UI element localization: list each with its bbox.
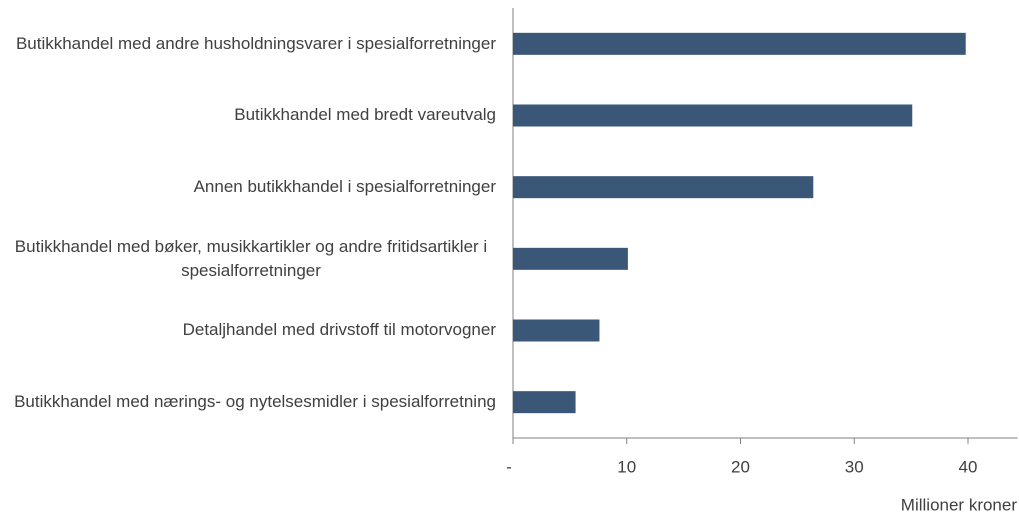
x-tick-label: 10 bbox=[617, 457, 636, 476]
bar bbox=[513, 104, 913, 127]
bar bbox=[513, 176, 814, 199]
y-tick-label-box: Annen butikkhandel i spesialforretninger bbox=[0, 151, 496, 223]
bar bbox=[513, 247, 628, 270]
y-tick-label-box: Butikkhandel med bredt vareutvalg bbox=[0, 80, 496, 152]
x-tick-label: 40 bbox=[959, 457, 978, 476]
y-tick-label-box: Butikkhandel med nærings- og nytelsesmid… bbox=[0, 366, 496, 438]
bar bbox=[513, 391, 576, 414]
y-tick-label-box: Butikkhandel med andre husholdningsvarer… bbox=[0, 8, 496, 80]
y-tick-label-box: Butikkhandel med bøker, musikkartikler o… bbox=[0, 223, 496, 295]
y-tick-label: Butikkhandel med andre husholdningsvarer… bbox=[15, 33, 496, 53]
x-tick-label: - bbox=[506, 457, 512, 476]
y-tick-label: Butikkhandel med nærings- og nytelsesmid… bbox=[14, 392, 496, 412]
x-tick-label: 20 bbox=[731, 457, 750, 476]
y-tick-label: Annen butikkhandel i spesialforretninger bbox=[193, 177, 496, 197]
y-tick-label: Butikkhandel med bredt vareutvalg bbox=[234, 105, 496, 125]
y-tick-label: Detaljhandel med drivstoff til motorvogn… bbox=[182, 320, 496, 340]
y-tick-label-box: Detaljhandel med drivstoff til motorvogn… bbox=[0, 295, 496, 367]
x-tick-label: 30 bbox=[845, 457, 864, 476]
y-tick-label: Butikkhandel med bøker, musikkartikler o… bbox=[14, 236, 488, 280]
bar bbox=[513, 32, 966, 55]
x-axis-label: Millioner kroner bbox=[901, 495, 1018, 514]
bar bbox=[513, 319, 600, 342]
